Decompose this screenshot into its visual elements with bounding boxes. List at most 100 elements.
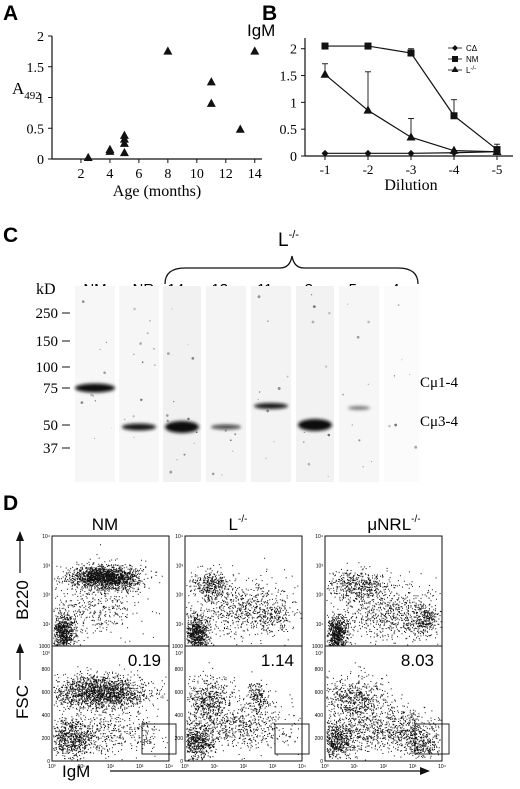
panel-a-y-ticks: 0 0.5 1 1.5 2 [27, 30, 52, 168]
flow-x-tick-label: 10³ [409, 764, 417, 770]
marker-label: 37 [43, 441, 59, 457]
panel-b-point [492, 146, 502, 155]
blot-band [122, 423, 156, 431]
band-label-cmu1-4: Cμ1-4 [420, 375, 459, 391]
blot-band [254, 403, 288, 409]
panel-d-letter: D [3, 492, 18, 515]
flow-x-tick-label: 10³ [269, 764, 277, 770]
flow-y-tick-label: 800 [42, 667, 51, 673]
panel-d-x-label: IgM [62, 762, 90, 781]
marker-label: 75 [43, 381, 58, 397]
panel-a-x-tick-label: 14 [248, 167, 262, 182]
panel-c-group-label: L-/- [278, 229, 299, 251]
blot-speck [94, 400, 97, 402]
panel-c-strips [75, 286, 419, 482]
flow-y-tick-label: 400 [175, 713, 184, 719]
panel-c-markers: 250 150 100 75 50 37 [36, 306, 70, 457]
blot-speck [92, 395, 95, 397]
panel-c-kd-label: kD [36, 281, 56, 298]
panel-d-plots: 10⁰10¹10²10³10⁴10⁰10¹10²10³10⁴10⁰10¹10²1… [39, 534, 450, 770]
blot-speck [342, 393, 345, 396]
blot-speck [103, 371, 106, 375]
panel-a-point [119, 138, 129, 147]
panel-b-y-tick-label: 0 [290, 150, 297, 165]
blot-speck [307, 462, 311, 466]
flow-y-tick-label: 600 [315, 690, 324, 696]
panel-b-point [364, 42, 372, 50]
marker-label: 250 [36, 306, 59, 322]
flow-x-tick-label: 10⁴ [298, 764, 306, 770]
blot-speck [393, 375, 396, 377]
blot-speck [97, 385, 99, 387]
blot-speck [266, 409, 270, 413]
panel-b-point [320, 69, 330, 78]
flow-y-tick-label: 10⁴ [42, 534, 50, 540]
blot-speck [401, 359, 403, 361]
blot-speck [302, 441, 305, 444]
blot-speck [141, 361, 144, 363]
blot-speck [132, 415, 135, 418]
panel-a-x-ticks: 2 4 6 8 10 12 14 [77, 159, 262, 182]
blot-band [211, 424, 241, 430]
panel-a-x-tick-label: 6 [135, 167, 142, 182]
flow-x-tick-label: 10⁰ [321, 764, 329, 770]
panel-b-letter: B [262, 2, 277, 25]
flow-x-tick-label: 10⁰ [181, 764, 189, 770]
panel-a-point [83, 152, 93, 162]
blot-lane [384, 286, 419, 482]
blot-speck [409, 373, 411, 376]
flow-x-tick-label: 10² [240, 764, 248, 770]
blot-speck [169, 470, 173, 474]
flow-dots [326, 662, 442, 761]
panel-a-x-label: Age (months) [113, 183, 201, 200]
panel-b-x-ticks: -1 -2 -3 -4 -5 [320, 156, 502, 177]
flow-y-tick-label: 0 [320, 759, 323, 765]
blot-speck [154, 364, 156, 366]
panel-b-point [406, 132, 416, 141]
blot-speck [310, 294, 313, 296]
flow-y-tick-label: 1000 [172, 644, 183, 650]
flow-dots [326, 562, 442, 653]
flow-y-tick-label: 10⁴ [175, 534, 183, 540]
legend-label-l: L-/- [466, 66, 476, 75]
panel-a: A A492 0 0.5 1 1.5 2 2 4 6 8 10 12 14 Age (months) [3, 2, 262, 200]
blot-speck [277, 386, 281, 390]
blot-speck [257, 398, 259, 401]
blot-speck [111, 427, 113, 429]
legend-label-nm: NM [466, 55, 479, 64]
panel-b-point [364, 149, 372, 157]
blot-speck [133, 436, 135, 438]
flow-x-tick-label: 10¹ [211, 764, 219, 770]
legend-label-cdelta: CΔ [466, 44, 478, 53]
flow-y-tick-label: 10³ [316, 563, 324, 569]
panel-c-bracket [164, 255, 419, 285]
blot-speck [312, 305, 316, 309]
blot-band [348, 406, 370, 410]
blot-speck [367, 320, 371, 324]
blot-speck [229, 439, 232, 442]
flow-y-tick-label: 200 [175, 736, 184, 742]
blot-speck [224, 429, 227, 432]
marker-label: 50 [43, 418, 58, 434]
flow-x-tick-label: 10⁰ [48, 764, 56, 770]
panel-a-letter: A [3, 2, 18, 25]
blot-speck [327, 433, 331, 437]
blot-speck [397, 304, 400, 306]
panel-b-x-tick-label: -4 [449, 162, 460, 177]
blot-lane [163, 286, 201, 482]
panel-b-x-label: Dilution [384, 177, 437, 194]
blot-speck [173, 400, 175, 403]
panel-a-point [119, 130, 129, 139]
panel-a-point [105, 144, 115, 154]
flow-plot: 10⁰ 10¹ 10² 10³ 10⁴ [42, 534, 170, 657]
flow-y-tick-label: 1000 [312, 644, 323, 650]
blot-speck [221, 474, 223, 476]
blot-speck [351, 424, 353, 426]
flow-y-tick-label: 10¹ [176, 622, 184, 628]
panel-b: B IgM 0 0.5 1 1.5 2 -1 -2 -3 -4 -5 Dilution CΔ N… [247, 2, 513, 194]
blot-speck [171, 308, 173, 310]
marker-label: 100 [36, 360, 59, 376]
